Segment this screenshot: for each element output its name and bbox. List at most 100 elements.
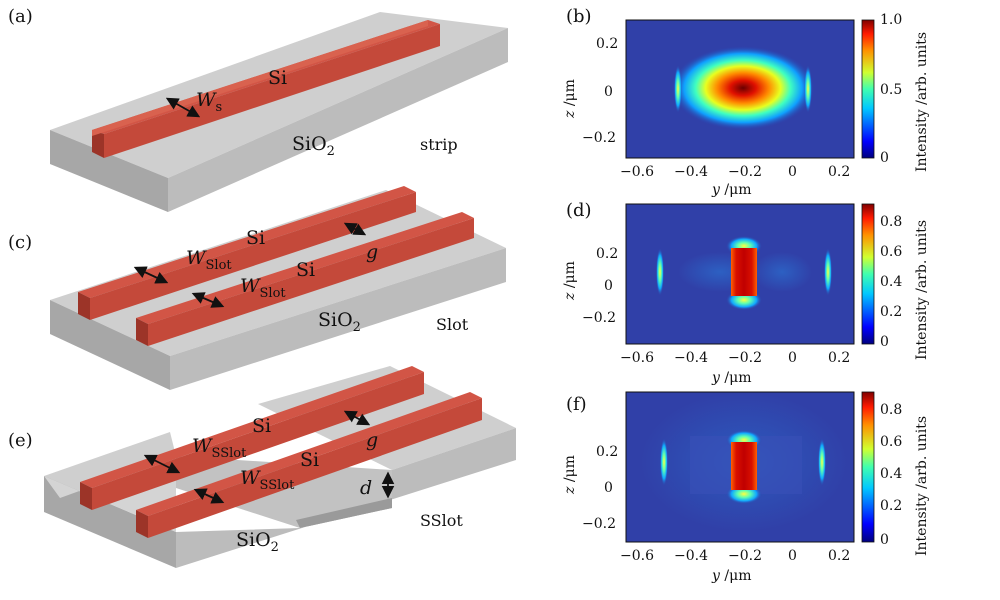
x-tick: −0.2 [728,164,762,180]
y-tick: −0.2 [582,516,616,532]
si-rail-2-front [136,510,148,538]
depth-symbol: d [360,477,372,499]
colorbar-tick: 0 [880,532,889,548]
plot-frame [625,19,855,159]
y-tick: 0 [604,480,613,496]
width-arrow-1 [143,454,181,474]
si-rail-1-front [78,292,90,320]
si-rail-2-side [148,398,482,538]
y-tick: 0.2 [596,36,618,52]
slot-field [731,248,757,296]
x-tick: −0.4 [674,350,708,366]
plot-label: (d) [566,200,592,221]
structure-name: strip [420,135,458,154]
x-tick: −0.2 [728,350,762,366]
plot-frame [625,391,855,543]
width-arrow-2 [191,292,225,308]
colorbar-tick: 0.5 [880,82,902,98]
plot-label: (f) [566,394,587,415]
panel-a-label: (a) [8,6,33,27]
x-tick: 0 [788,350,797,366]
si-rail-2-side [148,218,474,346]
colorbar-tick: 0.4 [880,274,902,290]
edge-lobe-left [660,438,668,486]
si-rail-1-front [80,482,92,510]
substrate-trench-floor [176,456,392,528]
colorbar-tick: 1.0 [880,12,902,28]
si-strip-side [104,24,440,158]
y-tick: 0 [604,278,613,294]
x-tick: −0.4 [674,548,708,564]
panel-e-label: (e) [8,430,33,451]
width-symbol-1: WSlot [186,247,232,273]
y-axis-label: z /μm [562,79,578,119]
sio2-label: SiO2 [292,133,335,159]
y-tick: 0 [604,84,613,100]
gap-arrow [343,222,367,236]
panel-c-slot: (c) Si Si WSlot WSlot g SiO2 Slot [8,186,506,390]
width-symbol-2: WSlot [240,275,286,301]
colorbar-tick: 0.2 [880,498,902,514]
edge-lobe-right [824,248,832,296]
edge-lobe-left [674,65,682,113]
colorbar-tick: 0.6 [880,434,902,450]
si-rail-1-side [90,192,416,320]
colorbar [861,391,875,543]
x-axis-label: y /μm [711,568,751,584]
y-tick: 0.2 [596,444,618,460]
x-tick: −0.6 [620,548,654,564]
si-rail-2-top [136,392,482,516]
x-tick: 0 [788,164,797,180]
x-tick: 0.2 [828,350,850,366]
field-haze-right [752,252,812,292]
mode-profile [671,46,815,130]
x-tick: −0.6 [620,350,654,366]
substrate-front [44,476,176,568]
si-label-1: Si [246,227,265,249]
width-symbol: Ws [196,89,222,115]
width-symbol-1: WSSlot [192,435,247,461]
y-axis-label: z /μm [562,261,578,301]
gap-arrow [343,410,371,426]
plot-label: (b) [566,6,592,27]
y-tick: 0.2 [596,246,618,262]
x-axis-label: y /μm [711,182,751,198]
y-tick: −0.2 [582,310,616,326]
colorbar-tick: 0 [880,334,889,350]
gap-symbol: g [366,241,378,263]
si-label-2: Si [300,449,319,471]
plot-b: (b) 1.0 0.5 0 0.2 0 −0.2 −0.6 −0.4 −0.2 … [562,6,930,198]
gap-symbol: g [366,429,378,451]
substrate-side [176,428,516,568]
x-tick: 0 [788,548,797,564]
panel-a-strip: (a) Si Ws SiO2 strip [8,6,508,212]
colorbar-tick: 0.8 [880,402,902,418]
colorbar-tick: 0.6 [880,244,902,260]
substrate-side [170,248,506,390]
width-arrow [165,97,201,118]
substrate-top-left [44,432,176,498]
colorbar-tick: 0.8 [880,214,902,230]
x-tick: −0.2 [728,548,762,564]
si-rail-1-side [92,372,424,510]
substrate-front [50,300,170,390]
x-tick: −0.4 [674,164,708,180]
sio2-label: SiO2 [318,309,361,335]
colorbar-label: Intensity /arb. units [914,220,930,360]
si-label: Si [268,67,287,89]
colorbar-tick: 0.4 [880,466,902,482]
sio2-label: SiO2 [236,529,279,555]
panel-e-sslot: (e) Si Si WSSlot WSSlot g d SiO2 SSlot [8,366,516,568]
substrate-front [50,130,168,212]
trench-step [296,498,392,528]
colorbar-label: Intensity /arb. units [914,32,930,172]
plot-f: (f) 0.8 0.6 0.4 0.2 0 0.2 0 −0.2 −0.6 −0… [562,391,930,584]
slot-field [731,442,757,490]
y-axis-label: z /μm [562,455,578,495]
colorbar-tick: 0 [880,150,889,166]
x-tick: 0.2 [828,164,850,180]
si-strip-front [92,130,104,158]
width-arrow-1 [133,266,169,284]
x-axis-label: y /μm [711,370,751,386]
width-symbol-2: WSSlot [240,467,295,493]
